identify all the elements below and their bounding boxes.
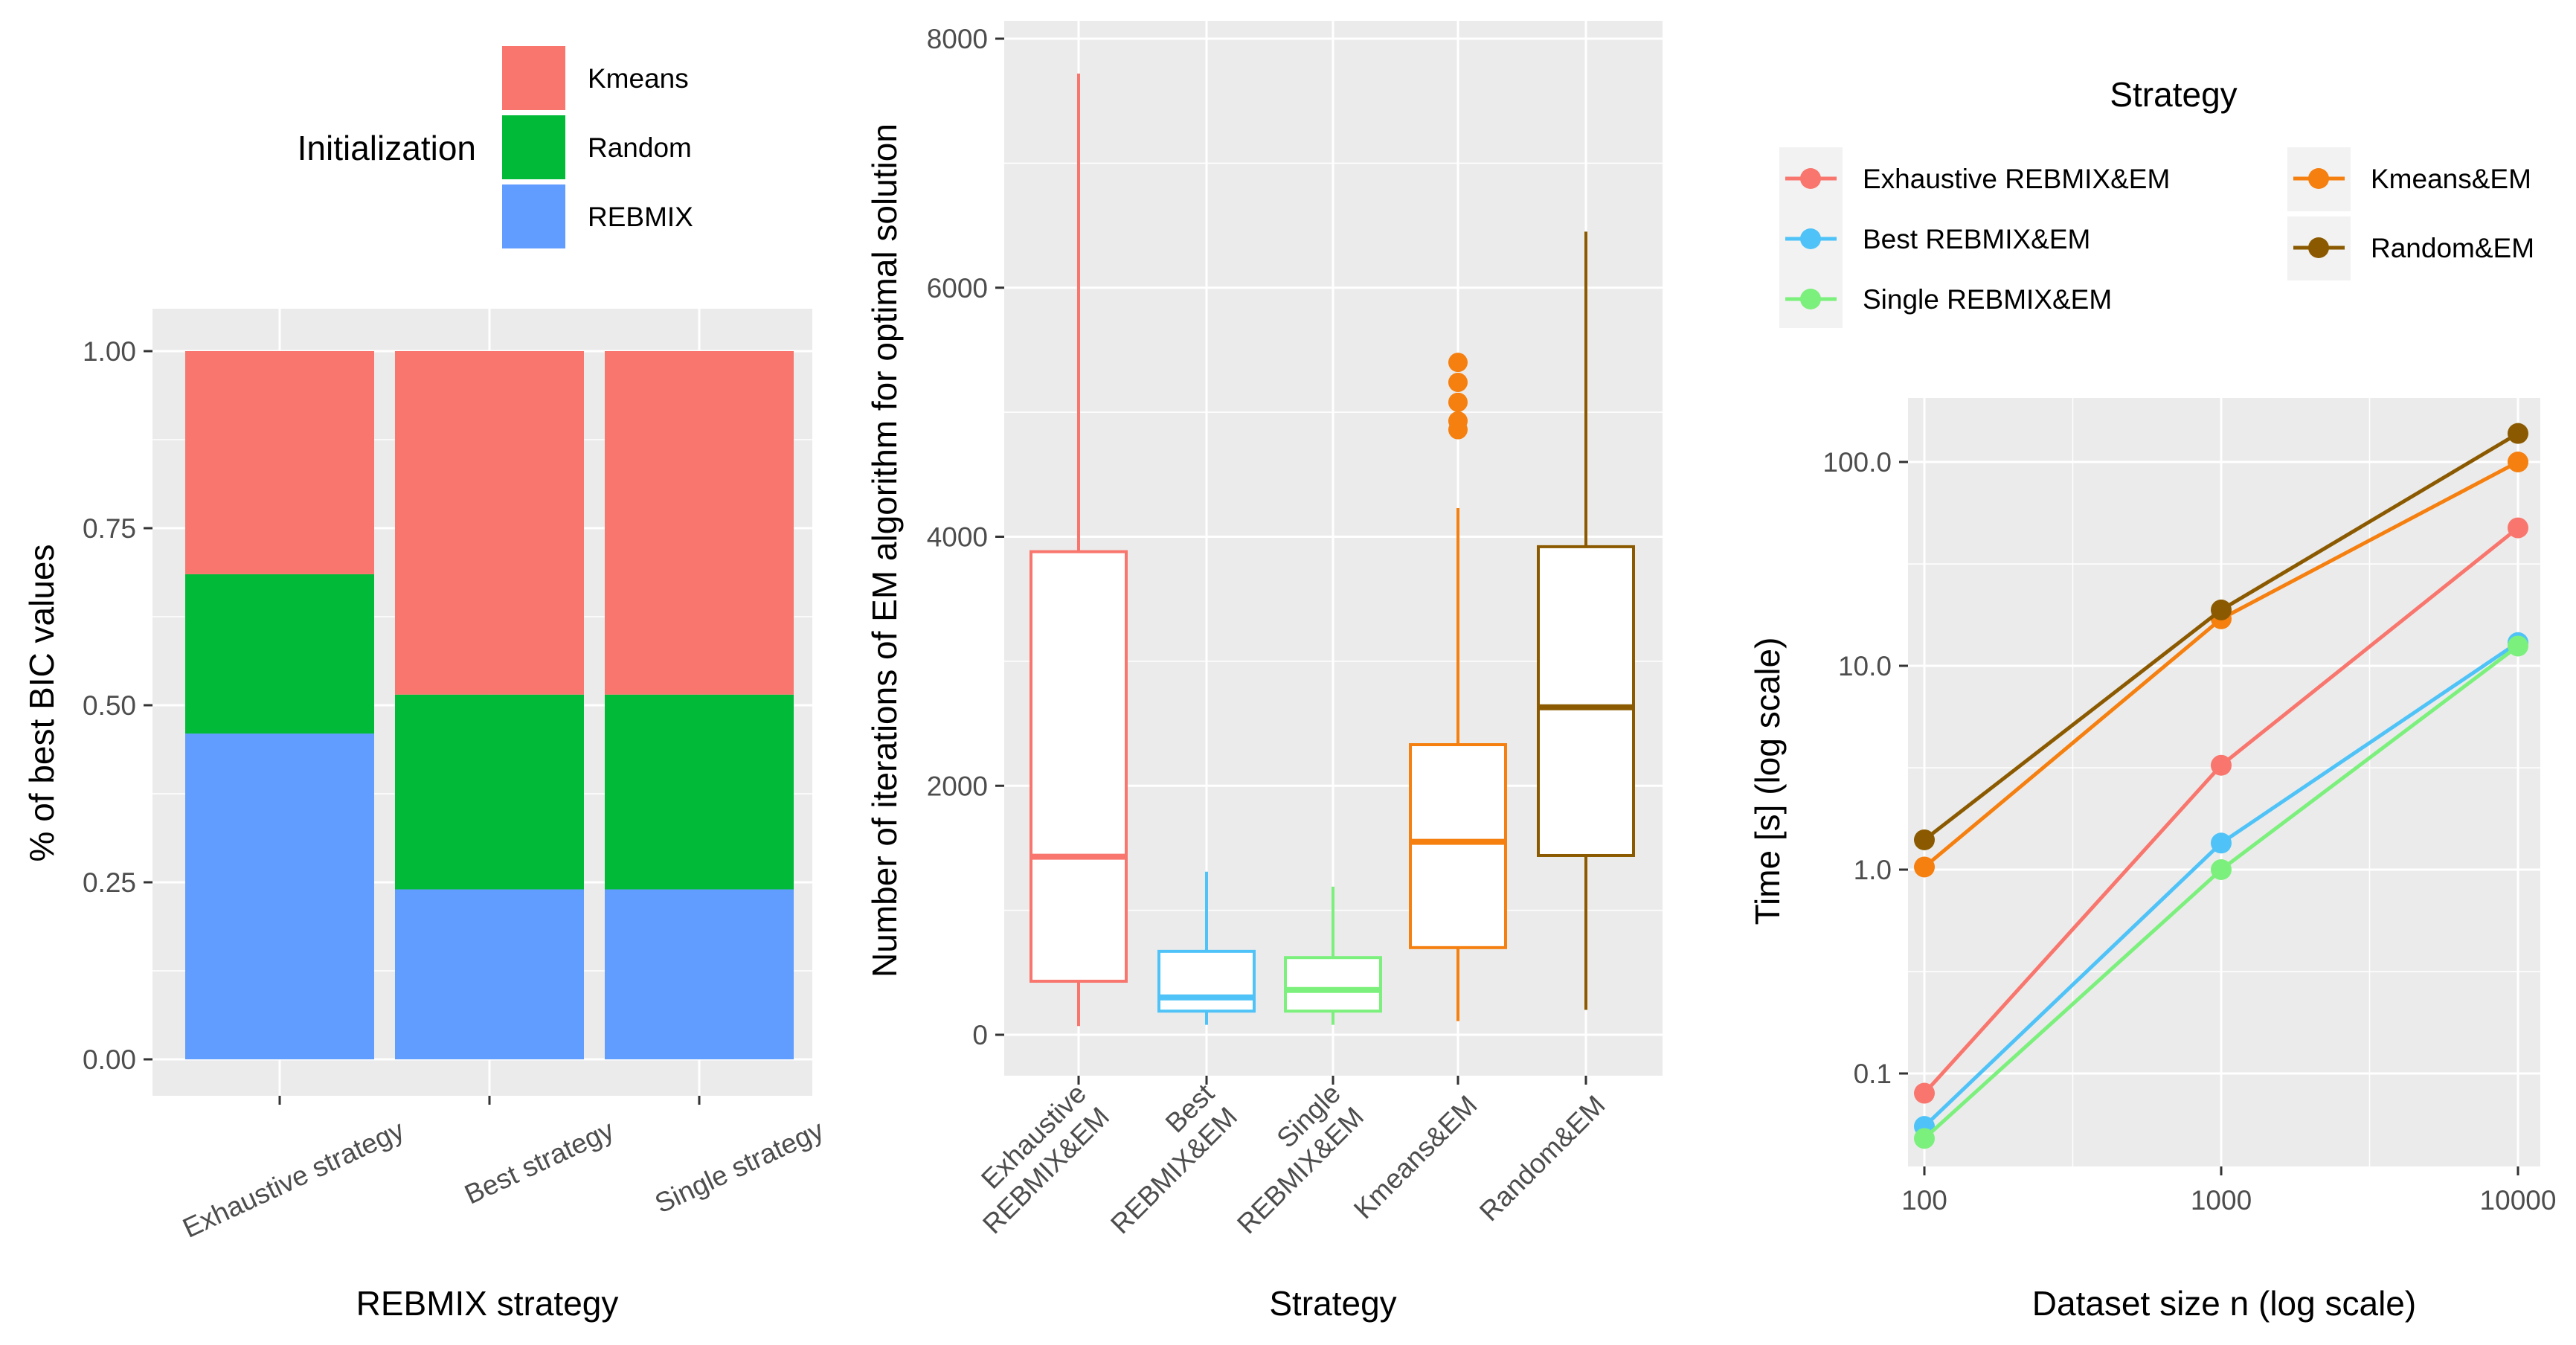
bar-segment-kmeans bbox=[395, 351, 584, 695]
legend-key bbox=[502, 184, 565, 248]
bar-segment-random bbox=[395, 694, 584, 890]
y-axis-title: Number of iterations of EM algorithm for… bbox=[865, 123, 904, 978]
y-axis-title: % of best BIC values bbox=[22, 545, 61, 862]
data-point bbox=[1914, 1082, 1935, 1104]
y-tick-label: 8000 bbox=[927, 24, 988, 54]
data-point bbox=[2508, 423, 2528, 444]
x-tick-label: ExhaustiveREBMIX&EM bbox=[954, 1078, 1115, 1239]
x-axis-title: REBMIX strategy bbox=[356, 1284, 619, 1323]
box-iqr bbox=[1030, 550, 1128, 983]
box-iqr bbox=[1284, 956, 1382, 1013]
bar-segment-kmeans bbox=[605, 351, 794, 695]
bar-segment-random bbox=[185, 574, 374, 734]
bar-segment-rebmix bbox=[395, 889, 584, 1059]
legend-title: Initialization bbox=[298, 129, 476, 167]
legend: Initialization Kmeans Random REBMIX bbox=[298, 46, 693, 248]
x-tick-label: Kmeans&EM bbox=[1348, 1090, 1483, 1225]
bar-segment-kmeans bbox=[185, 351, 374, 574]
legend-label: Best REBMIX&EM bbox=[1863, 224, 2090, 254]
x-tick-label: Exhaustive strategy bbox=[178, 1114, 408, 1244]
legend-label: Kmeans bbox=[588, 63, 689, 94]
x-axis-title: Strategy bbox=[1269, 1284, 1396, 1323]
box-plot: 0 2000 4000 6000 8000 ExhaustiveREBMIX&EM Best… bbox=[865, 21, 1663, 1323]
y-tick-label: 0.00 bbox=[83, 1044, 136, 1075]
box-iqr bbox=[1537, 545, 1635, 857]
box-1 bbox=[1030, 73, 1128, 1027]
bar-segment-random bbox=[605, 694, 794, 890]
y-axis-title: Time [s] (log scale) bbox=[1748, 638, 1787, 925]
legend-label: Random bbox=[588, 132, 692, 163]
legend-key-point bbox=[1800, 168, 1821, 189]
box-5 bbox=[1537, 231, 1635, 1010]
stacked-bar-chart: 0.00 0.25 0.50 0.75 1.00 Exhaustive strategy B… bbox=[22, 46, 829, 1323]
outlier-point bbox=[1448, 411, 1468, 431]
legend-key-point bbox=[1800, 228, 1821, 249]
series-exhaustive-rebmix-em bbox=[1914, 517, 2528, 1104]
data-point bbox=[2211, 599, 2232, 620]
box-2 bbox=[1157, 871, 1256, 1025]
legend-key bbox=[502, 46, 565, 110]
y-tick-label: 0.50 bbox=[83, 690, 136, 721]
legend-label: Random&EM bbox=[2371, 233, 2534, 263]
data-point bbox=[2508, 517, 2528, 539]
legend-key-point bbox=[2308, 237, 2329, 258]
x-tick-label: SingleREBMIX&EM bbox=[1208, 1078, 1369, 1239]
data-point bbox=[2211, 832, 2232, 854]
data-point bbox=[2211, 754, 2232, 776]
data-point bbox=[1914, 829, 1935, 850]
y-tick-label: 1.0 bbox=[1854, 855, 1892, 885]
bar-segment-rebmix bbox=[605, 889, 794, 1059]
x-tick-label: Best strategy bbox=[460, 1114, 618, 1210]
bar-segment-rebmix bbox=[185, 734, 374, 1059]
legend-key-point bbox=[1800, 289, 1821, 309]
y-tick-label: 4000 bbox=[927, 522, 988, 553]
legend-label: Exhaustive REBMIX&EM bbox=[1863, 164, 2170, 194]
y-tick-label: 6000 bbox=[927, 273, 988, 304]
y-tick-label: 0.25 bbox=[83, 867, 136, 898]
outlier-point bbox=[1448, 353, 1468, 373]
legend-label: Kmeans&EM bbox=[2371, 164, 2531, 194]
data-point bbox=[2211, 859, 2232, 880]
legend: Strategy Exhaustive REBMIX&EM Best REBMIX… bbox=[1779, 75, 2534, 328]
x-tick-label: Single strategy bbox=[650, 1114, 829, 1219]
y-tick-label: 100.0 bbox=[1822, 447, 1892, 478]
data-point bbox=[1914, 856, 1935, 878]
x-tick-label: Random&EM bbox=[1474, 1090, 1611, 1227]
box-iqr bbox=[1409, 743, 1507, 949]
series-random-em bbox=[1914, 423, 2528, 850]
x-tick-label: 100 bbox=[1901, 1185, 1947, 1216]
y-tick-label: 2000 bbox=[927, 771, 988, 801]
legend-label: Single REBMIX&EM bbox=[1863, 284, 2112, 315]
data-point bbox=[1914, 1128, 1935, 1149]
box-4 bbox=[1409, 353, 1507, 1021]
legend-title: Strategy bbox=[2110, 75, 2237, 114]
outlier-point bbox=[1448, 392, 1468, 412]
legend-label: REBMIX bbox=[588, 202, 693, 232]
line-chart: 0.1 1.0 10.0 100.0 100 1000 10000 Dataset size… bbox=[1748, 75, 2556, 1323]
series-single-rebmix-em bbox=[1914, 635, 2528, 1149]
legend-key bbox=[502, 115, 565, 179]
box-iqr bbox=[1157, 949, 1256, 1013]
y-tick-label: 0.75 bbox=[83, 513, 136, 544]
y-tick-label: 0.1 bbox=[1854, 1059, 1892, 1089]
y-tick-label: 10.0 bbox=[1838, 651, 1892, 681]
legend-key-point bbox=[2308, 168, 2329, 189]
y-tick-label: 0 bbox=[972, 1020, 988, 1050]
box-3 bbox=[1284, 886, 1382, 1025]
x-tick-label: BestREBMIX&EM bbox=[1082, 1078, 1244, 1240]
plot-background bbox=[1908, 398, 2540, 1166]
x-tick-label: 1000 bbox=[2191, 1185, 2252, 1216]
data-point bbox=[2508, 635, 2528, 657]
outlier-point bbox=[1448, 372, 1468, 392]
data-point bbox=[2508, 452, 2528, 472]
x-axis-title: Dataset size n (log scale) bbox=[2032, 1284, 2416, 1323]
x-tick-label: 10000 bbox=[2480, 1185, 2557, 1216]
y-tick-label: 1.00 bbox=[83, 336, 136, 367]
